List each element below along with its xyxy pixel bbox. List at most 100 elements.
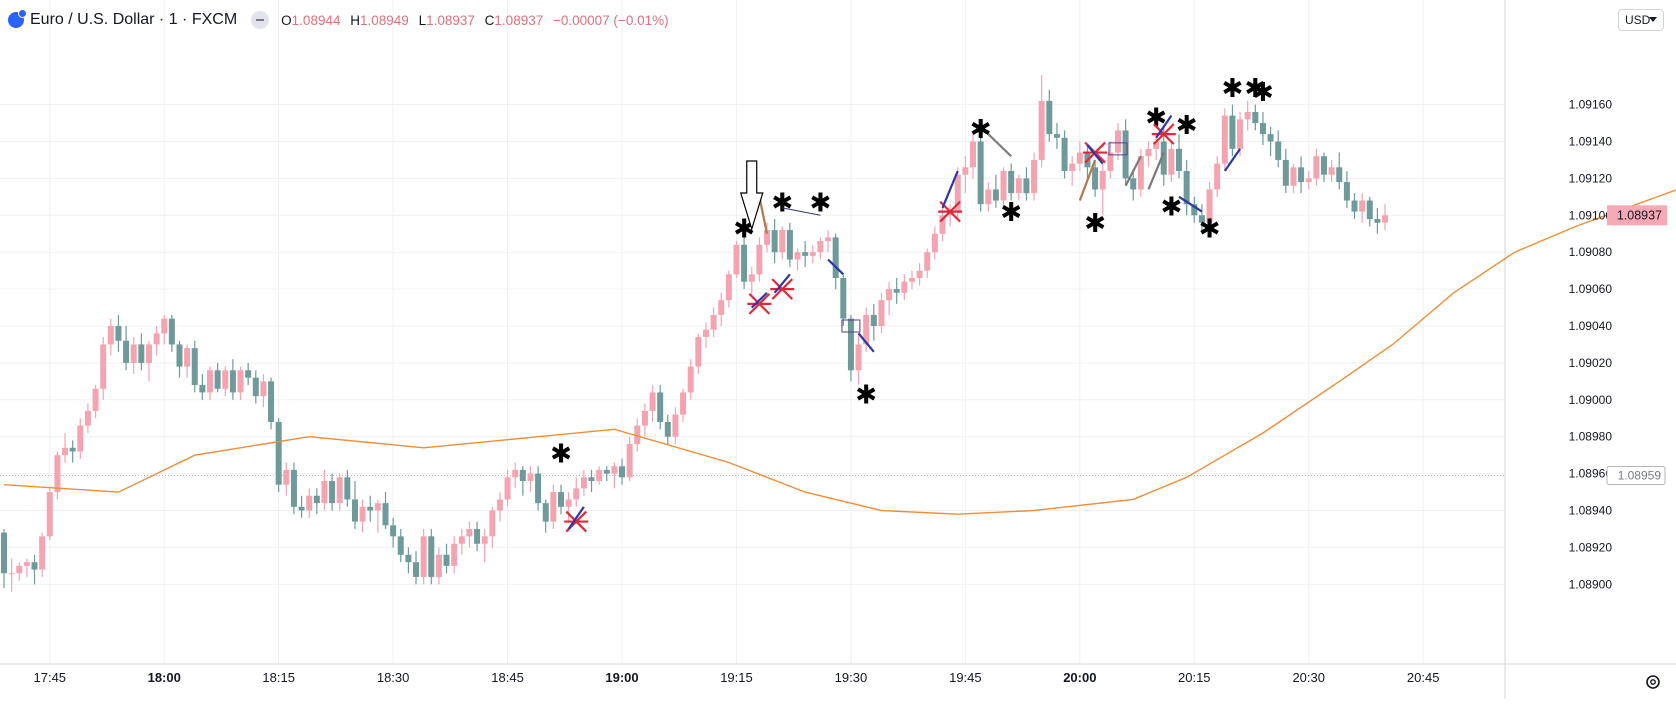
candle: [107, 318, 114, 356]
candle: [1137, 148, 1144, 197]
candle: [1145, 141, 1152, 168]
candle-body: [695, 337, 702, 367]
candle-body: [130, 344, 137, 363]
asterisk-marker: ✱: [550, 440, 572, 470]
candle: [954, 167, 961, 219]
candle: [1008, 163, 1015, 201]
candle-body: [1206, 189, 1213, 223]
candle: [619, 458, 626, 485]
candle-body: [252, 377, 259, 397]
candle-body: [725, 274, 732, 301]
candle-body: [1221, 115, 1228, 164]
candle-body: [1275, 141, 1282, 160]
candle: [413, 551, 420, 585]
candle-body: [924, 252, 931, 271]
candle: [550, 484, 557, 529]
time-tick-label: 19:45: [949, 670, 982, 685]
low-key: L: [418, 12, 427, 28]
candle: [741, 237, 748, 290]
candle-body: [557, 492, 564, 507]
candle: [69, 440, 76, 463]
prev-close-tag: [1606, 465, 1666, 485]
candle: [1061, 130, 1068, 179]
candle: [1267, 126, 1274, 157]
candle: [886, 281, 893, 315]
candle: [176, 340, 183, 378]
candle: [489, 506, 496, 548]
candle: [92, 385, 99, 419]
last-price-tag: [1607, 205, 1667, 226]
candle-body: [962, 167, 969, 175]
candle-body: [908, 278, 915, 282]
candle: [1343, 171, 1350, 208]
candle: [207, 366, 214, 400]
red-cross-marker: [747, 293, 772, 315]
candle-body: [1114, 130, 1121, 153]
candle: [664, 414, 671, 445]
candle: [970, 134, 977, 179]
candle-body: [367, 506, 374, 511]
candle-body: [886, 289, 893, 301]
candle-body: [733, 244, 740, 275]
candle: [1214, 156, 1221, 197]
candle-body: [39, 536, 46, 570]
candle-body: [901, 281, 908, 293]
candle-body: [496, 499, 503, 511]
candle: [977, 130, 984, 212]
candle-body: [611, 466, 618, 474]
candle: [779, 226, 786, 260]
gear-icon[interactable]: [1644, 673, 1662, 691]
price-tick-label: 1.09100: [1569, 208, 1613, 222]
candle-body: [245, 370, 252, 378]
candle: [947, 204, 954, 227]
candle-body: [1282, 159, 1289, 186]
candle: [275, 418, 282, 493]
symbol-title[interactable]: Euro / U.S. Dollar · 1 · FXCM: [30, 11, 238, 28]
candle-body: [1237, 119, 1244, 149]
candle-body: [786, 230, 793, 260]
time-tick-label: 17:45: [34, 670, 67, 685]
candle-body: [504, 477, 511, 500]
candle: [367, 495, 374, 522]
currency-select[interactable]: USD: [1618, 9, 1664, 31]
candle-body: [527, 473, 534, 481]
candle: [786, 222, 793, 267]
candle: [863, 307, 870, 352]
candle-body: [1038, 100, 1045, 160]
candle-body: [1328, 167, 1335, 175]
candle: [1168, 141, 1175, 183]
asterisk-marker: ✱: [855, 380, 877, 410]
moving-average-line: [3, 189, 1676, 515]
candle-body: [321, 480, 328, 504]
asterisk-marker: ✱: [810, 189, 832, 219]
candle: [1351, 193, 1358, 219]
candle: [1107, 141, 1114, 179]
candle: [1298, 156, 1305, 194]
candle: [382, 492, 389, 529]
time-tick-label: 19:00: [605, 670, 638, 685]
candle: [1305, 171, 1312, 190]
asterisk-marker: ✱: [1000, 198, 1022, 228]
candle: [1160, 126, 1167, 186]
candle-body: [1076, 152, 1083, 164]
blue-trend-line: [1223, 148, 1241, 172]
candle: [1275, 130, 1282, 168]
candle: [16, 562, 23, 581]
collapse-legend-button[interactable]: [251, 11, 270, 29]
candle: [268, 377, 275, 430]
candle-body: [535, 473, 542, 504]
price-tick-label: 1.09060: [1569, 282, 1613, 296]
candle: [527, 466, 534, 493]
candle: [596, 466, 603, 485]
candle-body: [1015, 178, 1022, 194]
candle-body: [649, 392, 656, 411]
candle-body: [1168, 148, 1175, 175]
candle: [962, 156, 969, 194]
candle-body: [313, 495, 320, 504]
box-marker: [841, 319, 861, 333]
candle-body: [687, 366, 694, 393]
candle: [306, 488, 313, 518]
candle-body: [832, 237, 839, 279]
